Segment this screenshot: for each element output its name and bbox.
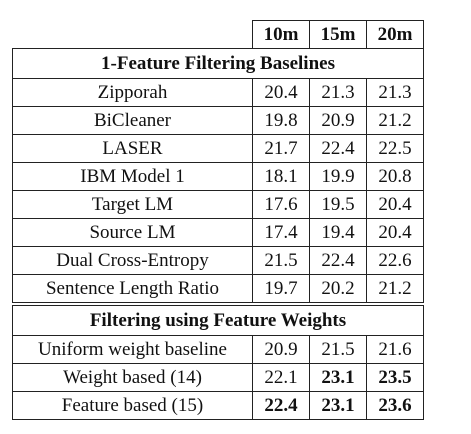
results-table-container: 10m 15m 20m 1-Feature Filtering Baseline… [12,20,424,420]
section-header-row: Filtering using Feature Weights [12,302,424,336]
score-cell-15m: 23.1 [309,391,367,420]
score-cell-20m: 23.5 [366,363,424,392]
score-cell-15m: 20.9 [309,106,367,135]
score-cell-10m: 19.8 [252,106,310,135]
column-header-15m: 15m [309,20,367,49]
table-row: Target LM 17.6 19.5 20.4 [12,190,424,219]
column-header-10m: 10m [252,20,310,49]
score-cell-10m: 21.5 [252,246,310,275]
score-cell-10m: 22.4 [252,391,310,420]
section-title: 1-Feature Filtering Baselines [12,48,424,79]
method-name-cell: IBM Model 1 [12,162,253,191]
score-cell-15m: 22.4 [309,246,367,275]
table-row: Sentence Length Ratio 19.7 20.2 21.2 [12,274,424,305]
score-cell-10m: 19.7 [252,274,310,305]
table-row: Feature based (15) 22.4 23.1 23.6 [12,391,424,420]
score-cell-10m: 22.1 [252,363,310,392]
table-row: LASER 21.7 22.4 22.5 [12,134,424,163]
table-row: BiCleaner 19.8 20.9 21.2 [12,106,424,135]
method-name-cell: BiCleaner [12,106,253,135]
results-table: 10m 15m 20m 1-Feature Filtering Baseline… [12,20,424,420]
section-header-row: 1-Feature Filtering Baselines [12,48,424,79]
score-cell-15m: 21.5 [309,335,367,364]
score-cell-15m: 20.2 [309,274,367,305]
score-cell-10m: 20.4 [252,78,310,107]
section-title: Filtering using Feature Weights [12,302,424,336]
score-cell-10m: 17.4 [252,218,310,247]
table-row: Uniform weight baseline 20.9 21.5 21.6 [12,335,424,364]
score-cell-20m: 22.5 [366,134,424,163]
score-cell-20m: 21.6 [366,335,424,364]
score-cell-10m: 21.7 [252,134,310,163]
method-name-cell: Uniform weight baseline [12,335,253,364]
score-cell-20m: 21.3 [366,78,424,107]
column-header-20m: 20m [366,20,424,49]
score-cell-20m: 20.8 [366,162,424,191]
score-cell-20m: 22.6 [366,246,424,275]
header-corner-cell [12,20,253,49]
score-cell-15m: 19.4 [309,218,367,247]
score-cell-15m: 19.5 [309,190,367,219]
method-name-cell: Feature based (15) [12,391,253,420]
score-cell-15m: 22.4 [309,134,367,163]
method-name-cell: LASER [12,134,253,163]
score-cell-15m: 23.1 [309,363,367,392]
method-name-cell: Zipporah [12,78,253,107]
score-cell-10m: 18.1 [252,162,310,191]
method-name-cell: Target LM [12,190,253,219]
score-cell-20m: 20.4 [366,218,424,247]
method-name-cell: Sentence Length Ratio [12,274,253,305]
score-cell-15m: 19.9 [309,162,367,191]
table-row: IBM Model 1 18.1 19.9 20.8 [12,162,424,191]
table-row: Source LM 17.4 19.4 20.4 [12,218,424,247]
score-cell-20m: 23.6 [366,391,424,420]
score-cell-10m: 17.6 [252,190,310,219]
score-cell-20m: 20.4 [366,190,424,219]
method-name-cell: Source LM [12,218,253,247]
score-cell-20m: 21.2 [366,106,424,135]
table-row: Weight based (14) 22.1 23.1 23.5 [12,363,424,392]
method-name-cell: Weight based (14) [12,363,253,392]
table-row: Zipporah 20.4 21.3 21.3 [12,78,424,107]
score-cell-15m: 21.3 [309,78,367,107]
method-name-cell: Dual Cross-Entropy [12,246,253,275]
score-cell-10m: 20.9 [252,335,310,364]
score-cell-20m: 21.2 [366,274,424,305]
header-row: 10m 15m 20m [12,20,424,49]
table-row: Dual Cross-Entropy 21.5 22.4 22.6 [12,246,424,275]
table-body: 1-Feature Filtering Baselines Zipporah 20.… [12,48,424,420]
